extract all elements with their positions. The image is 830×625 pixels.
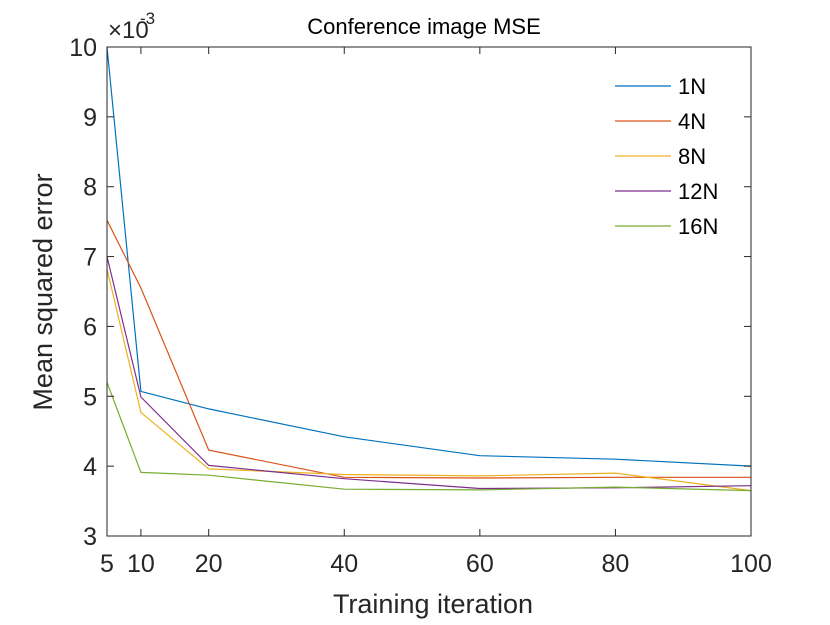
x-tick-label: 60 — [466, 550, 494, 578]
y-axis-label: Mean squared error — [28, 173, 58, 410]
series-line-12n — [106, 256, 752, 490]
y-scale-factor: ×10 — [108, 17, 149, 44]
x-axis-label: Training iteration — [333, 589, 533, 619]
y-tick-label: 7 — [83, 244, 97, 272]
x-tick-label: 40 — [330, 550, 358, 578]
y-tick-label: 10 — [69, 34, 97, 62]
series-layer — [106, 46, 752, 492]
series-line-8n — [106, 268, 752, 492]
legend: 1N 4N 8N 12N 16N — [615, 74, 718, 239]
y-tick-label: 6 — [83, 313, 97, 341]
y-tick-label: 3 — [83, 523, 97, 551]
x-tick-label: 80 — [602, 550, 630, 578]
chart-title: Conference image MSE — [307, 14, 541, 39]
y-tick-label: 8 — [83, 174, 97, 202]
legend-label-8n: 8N — [678, 144, 706, 169]
x-tick-label: 20 — [195, 550, 223, 578]
series-line-16n — [106, 382, 752, 492]
y-scale-exponent: -3 — [140, 9, 155, 28]
x-tick-label: 10 — [127, 550, 155, 578]
legend-label-16n: 16N — [678, 214, 718, 239]
plot-area — [107, 47, 751, 536]
x-tick-label: 5 — [100, 550, 114, 578]
axes-box — [106, 46, 752, 537]
series-line-4n — [106, 219, 751, 479]
y-tick-label: 4 — [83, 453, 97, 481]
y-tick-label: 5 — [83, 383, 97, 411]
y-tick-label: 9 — [83, 104, 97, 132]
series-line-1n — [106, 46, 752, 467]
legend-label-12n: 12N — [678, 179, 718, 204]
axes-layer: 5 10 20 40 60 80 100 3 4 5 6 7 8 9 10 — [69, 34, 772, 578]
legend-label-4n: 4N — [678, 109, 706, 134]
legend-label-1n: 1N — [678, 74, 706, 99]
x-tick-label: 100 — [730, 550, 772, 578]
